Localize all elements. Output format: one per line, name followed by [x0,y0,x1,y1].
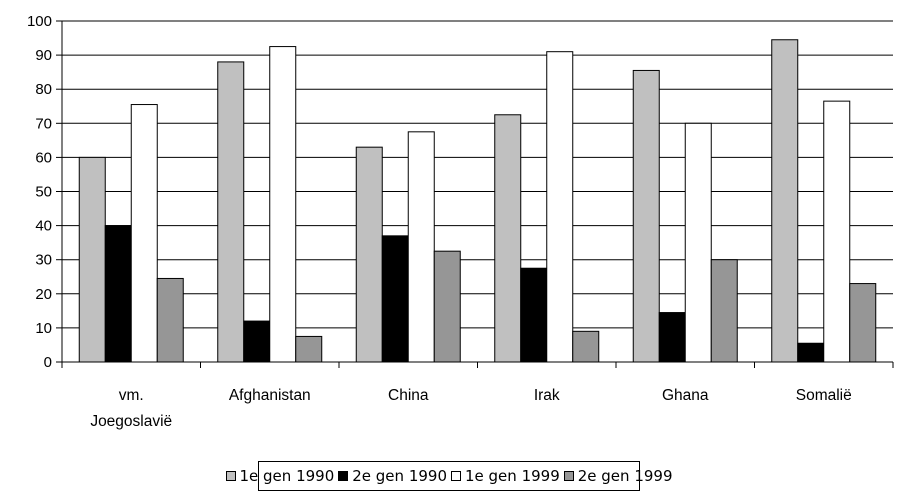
bar [78,156,106,363]
legend-item-2e-gen-1990: 2e gen 1990 [338,467,447,485]
legend-label: 1e gen 1999 [465,467,560,485]
bar [771,39,799,363]
legend-item-1e-gen-1999: 1e gen 1999 [451,467,560,485]
x-category-label: China [388,387,429,404]
bar [494,114,522,363]
y-tick-label: 60 [35,149,52,166]
y-tick-label: 70 [35,115,52,132]
legend-swatch [225,471,236,481]
x-category-label: Afghanistan [229,387,311,404]
x-category-label: Joegoslavië [90,413,172,430]
bar [632,69,660,363]
chart-legend: 1e gen 1990 2e gen 1990 1e gen 1999 2e g… [225,461,673,491]
bar [217,61,245,363]
bar [130,104,158,363]
y-tick-label: 40 [35,218,52,235]
bar [269,46,297,363]
y-tick-label: 100 [27,13,52,30]
y-tick-label: 10 [35,320,52,337]
x-category-label: Irak [534,387,560,404]
bar [104,225,132,363]
bar-chart: 0 10 20 30 40 50 60 70 80 90 100 vm. Joegoslavië Afgh… [27,13,894,430]
y-tick-label: 0 [44,354,52,371]
bar [849,283,877,363]
bar [684,122,712,363]
bar [295,335,323,363]
bar [355,146,383,363]
bar [797,342,825,363]
legend-item-2e-gen-1999: 2e gen 1999 [563,467,673,485]
x-category-label: Ghana [662,387,709,404]
bar [823,100,851,363]
bar [381,235,409,363]
bar [156,277,184,363]
bar [572,330,600,363]
y-tick-label: 90 [35,47,52,64]
bar [243,320,271,363]
y-tick-label: 50 [35,184,52,201]
legend-swatch [451,471,461,481]
legend-label: 2e gen 1999 [577,467,673,485]
y-tick-label: 30 [35,252,52,269]
legend-item-1e-gen-1990: 1e gen 1990 [225,467,335,485]
bar [520,267,548,363]
y-tick-label: 80 [35,81,52,98]
x-category-label: vm. [119,387,144,404]
bar [433,250,461,363]
bar [658,312,686,363]
legend-label: 2e gen 1990 [352,467,447,485]
bar [710,259,738,363]
legend-swatch [563,471,574,481]
bar [407,131,435,363]
legend-label: 1e gen 1990 [239,467,335,485]
legend-swatch [338,471,349,481]
y-tick-label: 20 [35,286,52,303]
x-category-label: Somalië [796,387,852,404]
bar [546,51,574,363]
